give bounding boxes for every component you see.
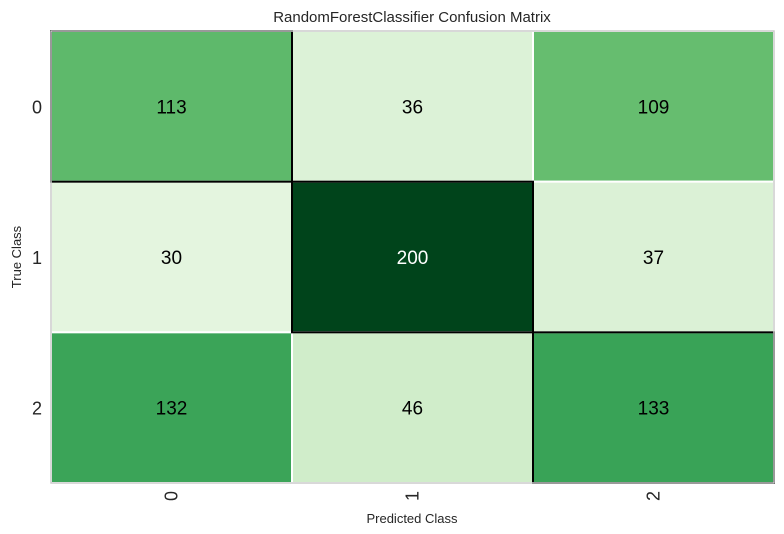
x-tick-label-1: 1 [403, 491, 423, 501]
x-tick-labels: 0 1 2 [162, 491, 664, 501]
x-tick-label-2: 2 [644, 491, 664, 501]
cell-value-2-1: 46 [402, 399, 423, 420]
y-tick-label-2: 2 [32, 399, 42, 419]
x-axis-label: Predicted Class [366, 511, 458, 526]
heatmap-cell-0-1 [291, 30, 534, 183]
cell-value-1-2: 37 [643, 248, 664, 269]
heatmap-cell-1-0 [50, 180, 293, 334]
heatmap-cells: 113 36 109 30 200 37 132 46 133 [50, 30, 775, 485]
y-axis-label: True Class [9, 225, 24, 288]
y-tick-label-0: 0 [32, 97, 42, 117]
cell-value-0-2: 109 [638, 97, 670, 118]
cell-value-0-0: 113 [156, 97, 186, 118]
y-tick-label-1: 1 [32, 248, 42, 268]
heatmap-cell-1-2 [532, 180, 775, 334]
heatmap-cell-2-1 [291, 331, 534, 485]
chart-title: RandomForestClassifier Confusion Matrix [273, 9, 551, 26]
cell-value-1-0: 30 [161, 248, 182, 269]
cell-value-0-1: 36 [402, 97, 423, 118]
heatmap-cell-0-0 [50, 30, 293, 183]
y-tick-labels: 0 1 2 [32, 97, 42, 418]
plot-frame [50, 30, 775, 484]
cell-value-2-2: 133 [638, 399, 670, 420]
heatmap-cell-1-1 [291, 180, 534, 334]
x-tick-label-0: 0 [162, 491, 182, 501]
diagonal-border-1 [291, 180, 534, 334]
cell-value-2-0: 132 [156, 399, 188, 420]
cell-value-1-1: 200 [397, 248, 429, 269]
